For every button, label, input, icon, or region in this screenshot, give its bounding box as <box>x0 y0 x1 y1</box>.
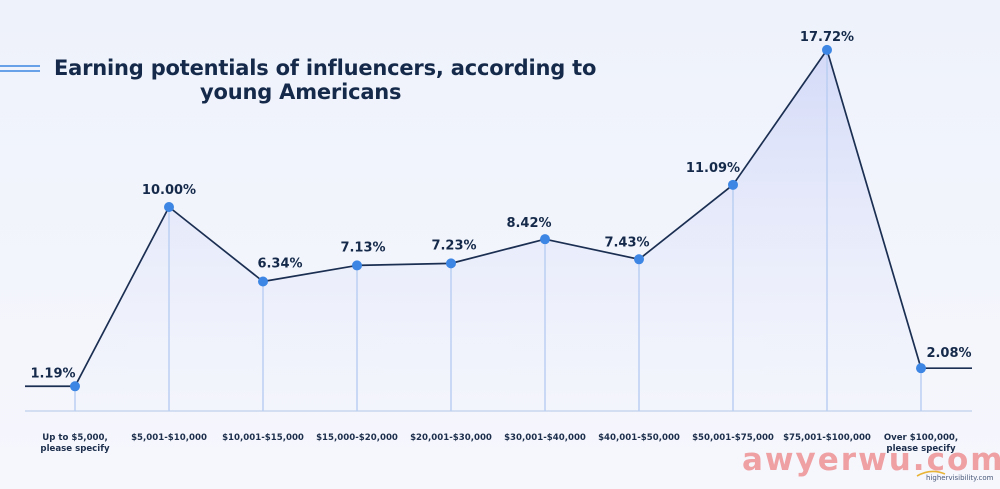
watermark-text: awyerwu.com <box>742 442 1000 478</box>
data-label-2: 6.34% <box>257 256 302 271</box>
data-point-5 <box>540 234 550 245</box>
data-point-4 <box>446 258 456 269</box>
x-tick-label-6: $40,001-$50,000 <box>598 433 680 443</box>
data-label-7: 11.09% <box>686 161 740 176</box>
data-label-5: 8.42% <box>506 216 551 231</box>
x-tick-label-0: Up to $5,000, please specify <box>40 433 110 454</box>
data-point-1 <box>164 202 174 212</box>
data-label-3: 7.13% <box>340 240 385 255</box>
data-label-9: 2.08% <box>926 346 971 361</box>
x-tick-label-7: $50,001-$75,000 <box>692 433 774 443</box>
data-point-3 <box>352 260 362 271</box>
chart-title-line-2: young Americans <box>200 80 402 104</box>
x-tick-label-4: $20,001-$30,000 <box>410 433 492 443</box>
data-label-1: 10.00% <box>142 183 196 198</box>
data-point-9 <box>916 363 926 374</box>
x-tick-label-2: $10,001-$15,000 <box>222 433 304 443</box>
data-label-6: 7.43% <box>604 235 649 250</box>
data-label-4: 7.23% <box>431 238 476 253</box>
watermark-subtext: highervisibility.com <box>926 474 994 482</box>
series-line <box>25 49 972 388</box>
data-label-0: 1.19% <box>30 366 75 381</box>
x-tick-label-9: Over $100,000, please specify <box>884 433 958 454</box>
x-tick-label-8: $75,001-$100,000 <box>783 433 871 443</box>
chart-title-line-1: Earning potentials of influencers, accor… <box>54 56 597 80</box>
x-tick-label-1: $5,001-$10,000 <box>131 433 207 443</box>
data-point-6 <box>634 254 644 265</box>
data-point-8 <box>822 44 832 55</box>
data-point-2 <box>258 276 268 287</box>
watermark-logo-swoosh <box>916 470 946 477</box>
data-point-0 <box>70 381 80 392</box>
area-fill <box>75 49 921 411</box>
x-tick-label-5: $30,001-$40,000 <box>504 433 586 443</box>
title-accent-lines <box>0 65 40 72</box>
x-tick-label-3: $15,000-$20,000 <box>316 433 398 443</box>
data-point-7 <box>728 179 738 190</box>
data-label-8: 17.72% <box>800 30 854 45</box>
